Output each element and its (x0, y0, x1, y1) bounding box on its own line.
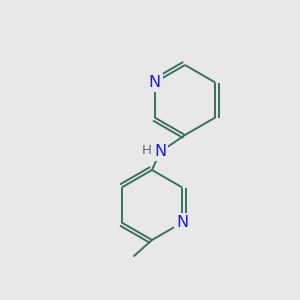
Text: N: N (176, 215, 188, 230)
Text: N: N (148, 75, 161, 90)
Text: H: H (142, 145, 152, 158)
Text: N: N (154, 145, 166, 160)
